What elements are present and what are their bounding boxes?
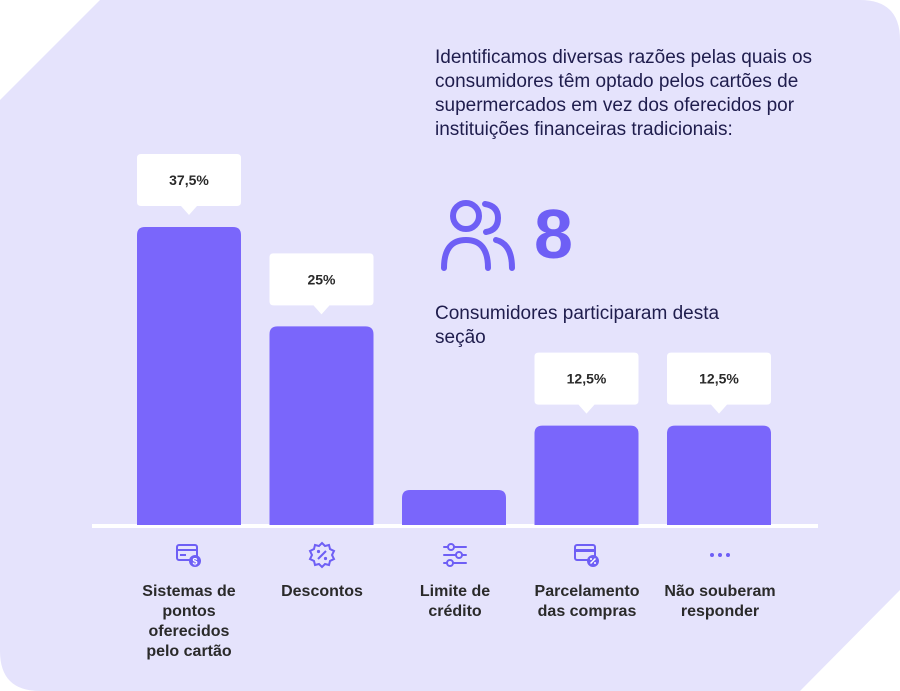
bar — [269, 326, 374, 525]
bar-value-tooltip: 37,5% — [137, 154, 241, 215]
intro-text: Identificamos diversas razões pelas quai… — [435, 47, 813, 140]
bar-value-label: 37,5% — [169, 172, 209, 188]
points-card-icon: $ — [176, 544, 201, 567]
bar-value-label: 12,5% — [567, 371, 607, 387]
category-label: Limite de crédito — [419, 583, 491, 620]
more-dots-icon — [710, 553, 730, 557]
discount-badge-icon — [308, 541, 336, 569]
bar-value-label: 12,5% — [699, 371, 739, 387]
participants-count: 8 — [534, 195, 573, 273]
users-icon — [441, 200, 515, 271]
bar — [137, 227, 241, 525]
category-label: Sistemas de pontos oferecidos pelo cartão — [142, 583, 236, 660]
bar-value-tooltip: 12,5% — [667, 352, 771, 414]
bar — [667, 425, 771, 525]
svg-text:$: $ — [192, 557, 197, 567]
participants-caption: Consumidores participaram desta seção — [435, 303, 720, 348]
category-discounts: Descontos — [257, 540, 387, 602]
category-dont-know: Não souberam responder — [655, 540, 785, 622]
sliders-icon — [443, 543, 467, 567]
category-installments: Parcelamento das compras — [522, 540, 652, 622]
participants-stat: 8 — [440, 194, 573, 274]
category-points: $ Sistemas de pontos oferecidos pelo cartão — [124, 540, 254, 662]
bar-value-tooltip: 25% — [269, 253, 374, 315]
category-label: Parcelamento das compras — [534, 583, 640, 620]
installment-card-icon — [574, 544, 599, 567]
bar — [534, 425, 639, 525]
bar-value-tooltip: 12,5% — [534, 352, 639, 414]
category-label: Descontos — [281, 583, 363, 600]
category-label: Não souberam responder — [664, 583, 776, 620]
bar — [402, 490, 506, 525]
category-credit-limit: Limite de crédito — [390, 540, 520, 622]
bar-value-label: 25% — [307, 271, 336, 287]
